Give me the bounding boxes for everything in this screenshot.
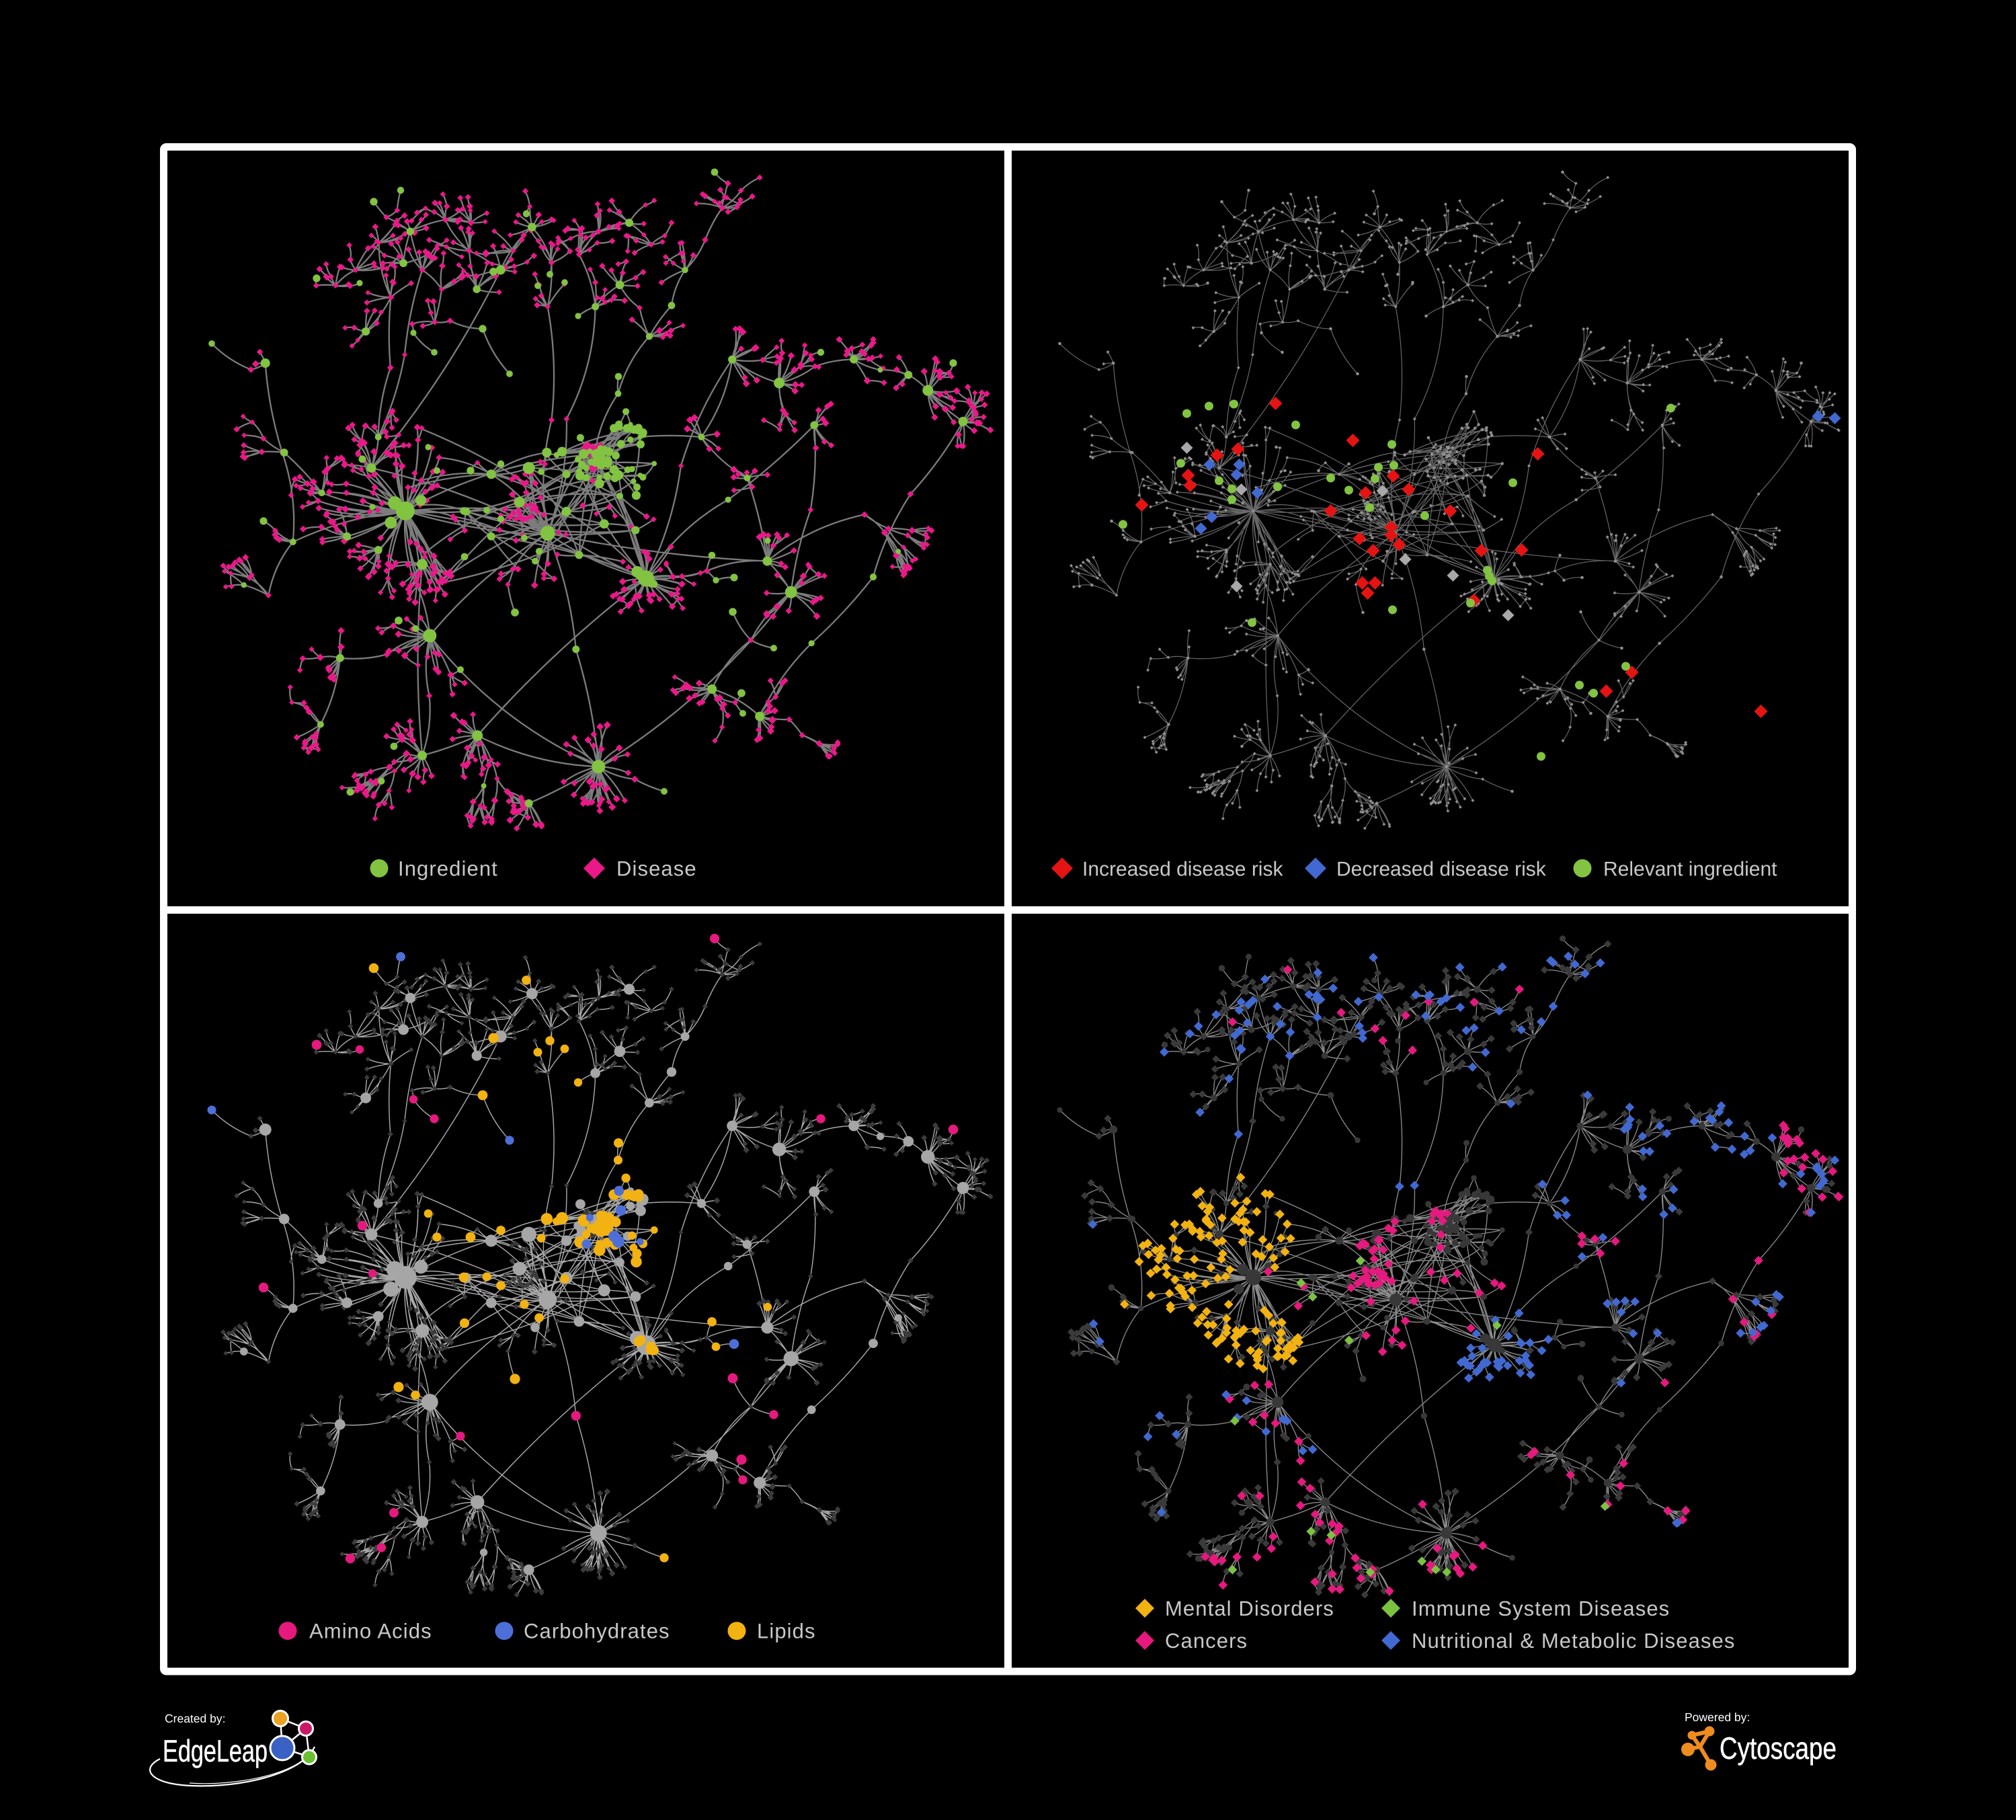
svg-text:Powered by:: Powered by: xyxy=(1685,1710,1750,1724)
svg-text:Ingredient: Ingredient xyxy=(398,857,498,881)
svg-text:Decreased disease risk: Decreased disease risk xyxy=(1336,859,1547,881)
svg-text:Disease: Disease xyxy=(616,857,697,881)
svg-text:Cancers: Cancers xyxy=(1165,1629,1248,1653)
svg-text:Immune System Diseases: Immune System Diseases xyxy=(1412,1597,1670,1620)
svg-text:Created by:: Created by: xyxy=(165,1712,225,1725)
svg-text:Carbohydrates: Carbohydrates xyxy=(524,1620,670,1643)
svg-text:Lipids: Lipids xyxy=(757,1620,816,1643)
svg-text:EdgeLeap: EdgeLeap xyxy=(163,1733,268,1768)
svg-text:Relevant ingredient: Relevant ingredient xyxy=(1603,859,1777,881)
svg-text:Increased disease risk: Increased disease risk xyxy=(1082,859,1283,881)
svg-text:Mental Disorders: Mental Disorders xyxy=(1165,1597,1334,1620)
svg-text:Cytoscape: Cytoscape xyxy=(1720,1731,1837,1766)
svg-text:Amino Acids: Amino Acids xyxy=(309,1620,432,1643)
svg-text:Nutritional & Metabolic Diseas: Nutritional & Metabolic Diseases xyxy=(1412,1629,1735,1653)
